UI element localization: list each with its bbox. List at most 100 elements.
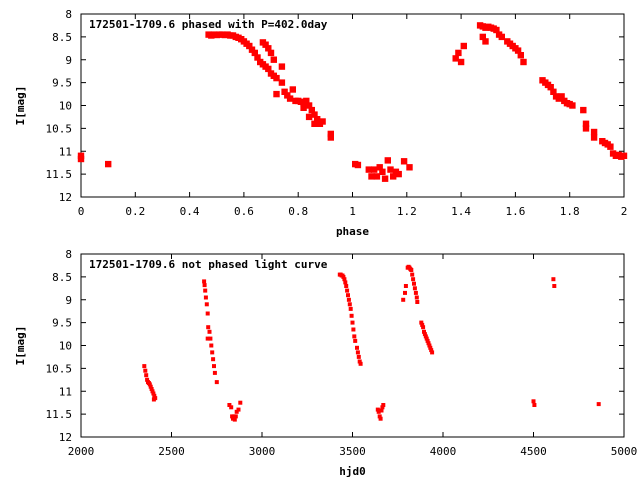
unphased-data-point [377, 414, 382, 419]
phased-data-point [493, 26, 500, 34]
phased-data-point [284, 92, 291, 99]
phased-data-point [479, 33, 486, 41]
unphased-data-point [343, 280, 348, 285]
phased-data-point [514, 47, 522, 54]
unphased-x-tick-label: 5000 [611, 445, 638, 458]
unphased-data-point [422, 329, 426, 334]
phased-data-point [455, 49, 462, 57]
phased-data-point [246, 42, 253, 50]
unphased-data-point [381, 403, 386, 407]
unphased-data-point [345, 288, 350, 293]
unphased-data-point [419, 320, 424, 325]
phased-data-point [273, 90, 280, 98]
phased-y-tick-label: 12 [59, 191, 72, 204]
unphased-data-point [147, 382, 152, 387]
unphased-data-point [430, 350, 435, 355]
unphased-data-point [203, 295, 208, 300]
unphased-data-point [358, 361, 363, 366]
unphased-data-point [348, 306, 353, 311]
unphased-data-point [425, 338, 430, 343]
phased-data-point [308, 106, 315, 114]
unphased-data-point [423, 334, 428, 339]
unphased-data-point [205, 311, 210, 316]
unphased-data-point [152, 393, 157, 398]
unphased-y-tick-label: 11 [59, 385, 72, 398]
phased-data-point [281, 88, 288, 95]
unphased-data-point [531, 399, 536, 404]
unphased-data-point [415, 300, 420, 304]
phased-data-point [327, 134, 334, 141]
unphased-data-point [344, 284, 349, 288]
phased-x-tick-label: 1.6 [505, 205, 525, 218]
unphased-data-point [342, 277, 347, 282]
phased-y-tick-label: 10.5 [46, 122, 73, 135]
unphased-data-point [203, 288, 208, 293]
unphased-data-point [428, 345, 433, 350]
unphased-data-point [210, 350, 215, 355]
phased-plot-title: 172501-1709.6 phased with P=402.0day [89, 18, 328, 31]
phased-data-point [582, 125, 590, 132]
phased-data-point [590, 134, 598, 141]
unphased-data-point [148, 384, 153, 389]
phased-data-point [395, 170, 402, 178]
unphased-y-tick-label: 9 [65, 294, 72, 307]
unphased-data-point [347, 302, 352, 307]
unphased-data-point [206, 325, 211, 330]
unphased-data-point [229, 405, 234, 410]
phased-data-point [406, 164, 413, 171]
phased-data-point [373, 173, 381, 180]
phased-axis-ticks: 0 0.2 0.4 0.6 0.8 1 1.2 1.4 1.6 1.8 2 8 8.5 9 9.5 10 10.… [46, 8, 628, 218]
unphased-y-tick-label: 8.5 [52, 271, 72, 284]
unphased-data-point [426, 341, 431, 346]
unphased-data-point [378, 416, 383, 421]
unphased-data-point [143, 368, 148, 373]
unphased-data-point [144, 373, 149, 378]
unphased-data-point [211, 357, 216, 362]
unphased-data-point [208, 336, 213, 341]
unphased-data-point [422, 332, 427, 337]
unphased-data-point [214, 380, 219, 385]
phased-data-point [354, 161, 362, 169]
unphased-data-point [413, 290, 418, 295]
unphased-data-point [411, 277, 416, 282]
unphased-data-point [209, 343, 214, 348]
phased-x-axis-label: phase [336, 225, 369, 238]
unphased-y-tick-label: 12 [59, 431, 72, 444]
phased-data-point [278, 63, 286, 70]
phased-y-axis-label: I[mag] [14, 86, 27, 126]
unphased-x-tick-label: 2000 [68, 445, 95, 458]
unphased-data-point [346, 293, 350, 298]
unphased-data-point [376, 409, 381, 414]
phased-data-point [77, 155, 85, 163]
phased-data-point [305, 113, 313, 121]
unphased-data-point [403, 290, 407, 295]
unphased-data-point [233, 414, 238, 419]
unphased-data-point [412, 286, 417, 291]
phased-y-tick-label: 8.5 [52, 31, 72, 44]
phased-data-point [580, 106, 587, 114]
unphased-data-point [238, 400, 243, 405]
unphased-data-point [212, 364, 216, 369]
unphased-data-point [151, 397, 156, 402]
phased-data-point [547, 84, 554, 91]
phased-data-point [550, 88, 557, 95]
phased-data-point [300, 104, 307, 111]
unphased-data-point [414, 295, 419, 300]
unphased-data-point [379, 408, 384, 413]
unphased-x-tick-label: 3500 [339, 445, 366, 458]
phased-data-point [278, 79, 286, 86]
unphased-data-point [427, 343, 432, 348]
unphased-data-point [149, 387, 154, 391]
phased-data-points [77, 22, 628, 182]
unphased-data-point [207, 329, 212, 334]
phased-y-tick-label: 10 [59, 100, 72, 113]
phased-data-point [289, 86, 296, 93]
unphased-y-tick-label: 10.5 [46, 362, 73, 375]
unphased-data-point [429, 348, 434, 353]
unphased-plot-title: 172501-1709.6 not phased light curve [89, 258, 328, 271]
phased-x-tick-label: 1 [349, 205, 356, 218]
phased-data-point [384, 157, 391, 164]
unphased-data-point [355, 345, 359, 350]
phased-x-tick-label: 0.4 [180, 205, 200, 218]
